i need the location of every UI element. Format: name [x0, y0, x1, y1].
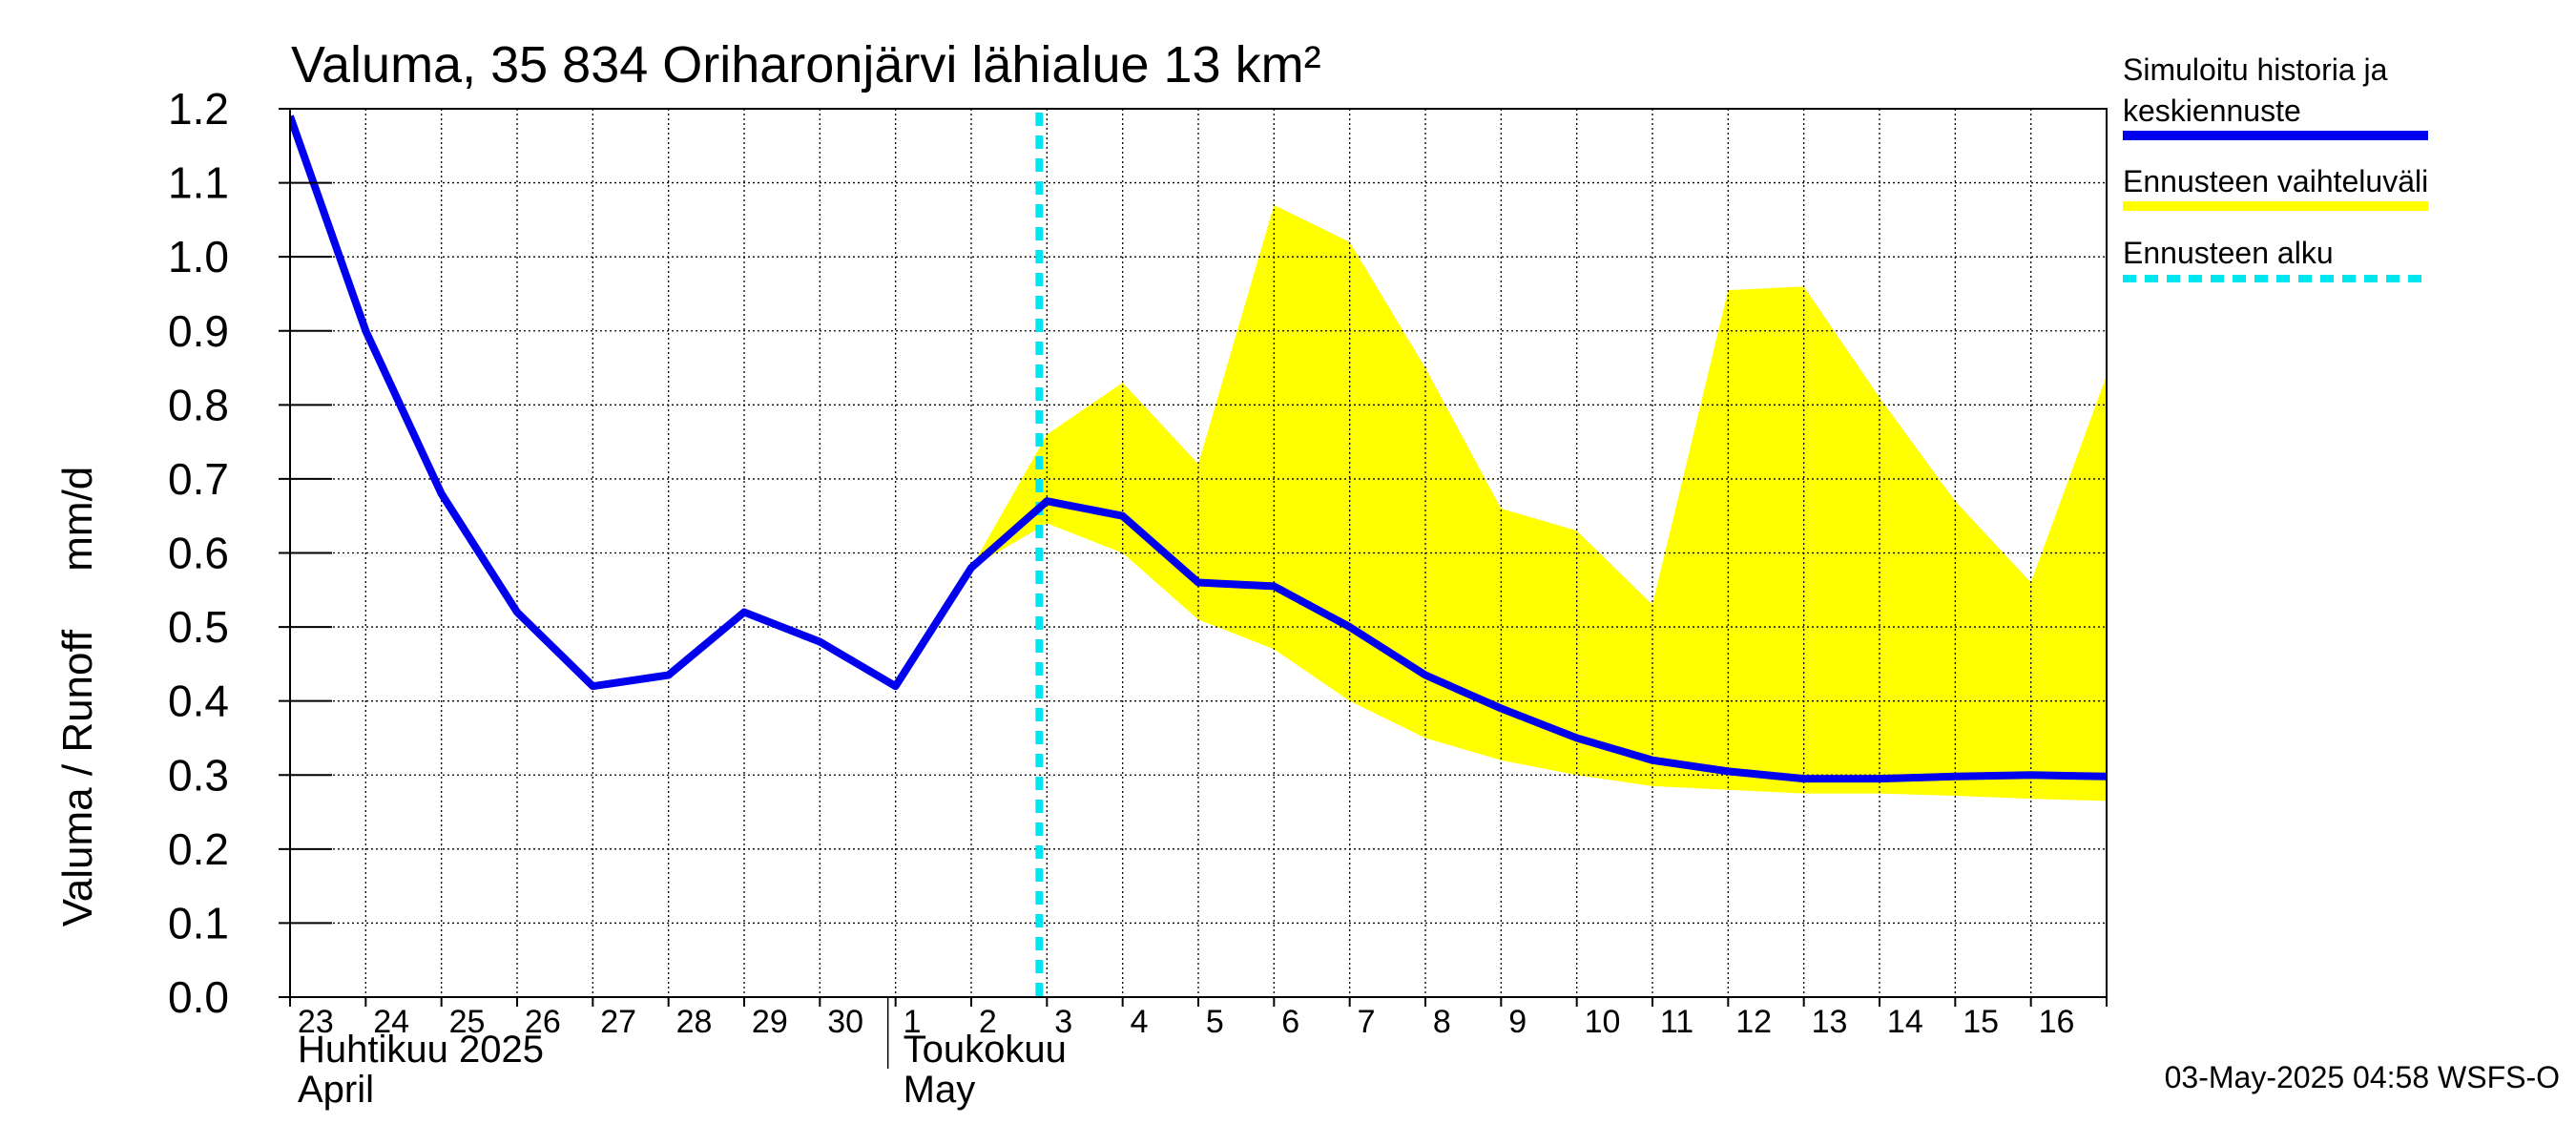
- x-tick-label: 24: [373, 1004, 409, 1040]
- forecast-range-band-layer: [971, 204, 2107, 802]
- x-tick-label: 30: [827, 1004, 863, 1040]
- series-line-simulated: [290, 114, 2107, 783]
- x-tick-label: 1: [904, 1004, 922, 1040]
- legend: Simuloitu historia ja keskiennuste Ennuste…: [2123, 52, 2428, 282]
- y-tick-label: 0.9: [168, 306, 229, 356]
- x-tick-label: 26: [525, 1004, 561, 1040]
- x-tick-label: 7: [1358, 1004, 1376, 1040]
- y-tick-label: 1.2: [168, 84, 229, 134]
- x-tick-label: 23: [298, 1004, 334, 1040]
- x-tick-label: 27: [600, 1004, 636, 1040]
- x-tick-label: 8: [1433, 1004, 1451, 1040]
- x-tick-label: 29: [752, 1004, 788, 1040]
- y-tick-label: 1.0: [168, 232, 229, 281]
- series-layer: [290, 114, 2107, 783]
- month-label-fi: Huhtikuu 2025: [298, 1029, 544, 1071]
- x-tick-label: 3: [1054, 1004, 1072, 1040]
- x-tick-label: 14: [1887, 1004, 1923, 1040]
- legend-label: Ennusteen vaihteluväli: [2123, 164, 2428, 198]
- legend-label: Ennusteen alku: [2123, 236, 2334, 270]
- x-tick-label: 6: [1281, 1004, 1299, 1040]
- x-tick-label: 28: [676, 1004, 713, 1040]
- y-tick-label: 0.5: [168, 602, 229, 652]
- y-tick-label: 0.2: [168, 824, 229, 874]
- x-tick-label: 15: [1963, 1004, 1999, 1040]
- y-axis-ticks: 0.0 0.1 0.2 0.3 0.4 0.5 0.6 0.7 0.8 0.9 1.0 1.1 1.2: [168, 84, 332, 1022]
- x-tick-label: 25: [449, 1004, 486, 1040]
- x-tick-label: 12: [1735, 1004, 1772, 1040]
- month-label-en: April: [298, 1069, 374, 1111]
- y-tick-label: 0.1: [168, 898, 229, 947]
- y-tick-label: 0.7: [168, 454, 229, 504]
- x-tick-label: 10: [1585, 1004, 1621, 1040]
- x-tick-label: 11: [1660, 1004, 1693, 1040]
- y-axis-label: Valuma / Runoff mm/d: [54, 467, 101, 927]
- chart-title: Valuma, 35 834 Oriharonjärvi lähialue 13…: [291, 36, 1321, 94]
- legend-label: keskiennuste: [2123, 94, 2301, 128]
- legend-label: Simuloitu historia ja: [2123, 52, 2388, 87]
- y-tick-label: 0.0: [168, 972, 229, 1022]
- x-tick-label: 16: [2039, 1004, 2075, 1040]
- x-tick-label: 9: [1508, 1004, 1527, 1040]
- y-tick-label: 0.6: [168, 529, 229, 578]
- y-tick-label: 0.3: [168, 750, 229, 800]
- y-tick-label: 0.4: [168, 677, 229, 726]
- x-tick-label: 5: [1206, 1004, 1224, 1040]
- forecast-range-band: [971, 204, 2107, 802]
- x-axis-ticks: 23 24 25 26 27 28 29 30 1 2 3 4 5 6 7 8 9 10 11 12 13 14 15 16: [289, 997, 2108, 1040]
- x-tick-label: 4: [1131, 1004, 1149, 1040]
- x-tick-label: 2: [979, 1004, 997, 1040]
- timestamp-footer: 03-May-2025 04:58 WSFS-O: [2165, 1060, 2560, 1094]
- month-label-fi: Toukokuu: [904, 1029, 1067, 1071]
- y-tick-label: 1.1: [168, 158, 229, 208]
- x-tick-label: 13: [1812, 1004, 1848, 1040]
- month-label-en: May: [904, 1069, 976, 1111]
- grid: [290, 109, 2107, 997]
- y-tick-label: 0.8: [168, 380, 229, 429]
